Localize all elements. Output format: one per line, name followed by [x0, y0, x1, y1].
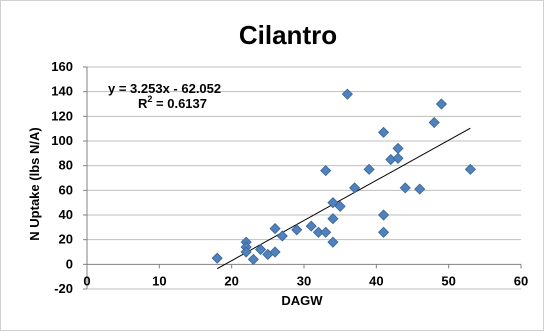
data-point: [363, 163, 375, 175]
x-tick-label: 0: [83, 273, 90, 288]
data-point: [428, 116, 440, 129]
y-tick-label: 60: [59, 182, 73, 197]
y-tick-label: 80: [59, 158, 73, 173]
r-squared-label: R2 = 0.6137: [138, 94, 207, 111]
r-squared-sup: 2: [147, 94, 152, 104]
data-point: [349, 182, 361, 194]
data-point: [392, 142, 404, 154]
data-point: [378, 209, 390, 221]
x-tick-label: 20: [224, 273, 238, 288]
x-tick-label: 60: [514, 273, 528, 288]
data-point: [334, 200, 346, 212]
x-tick-label: 30: [297, 273, 311, 288]
y-tick-label: 0: [66, 256, 73, 271]
y-tick-label: 40: [59, 207, 73, 222]
data-point: [320, 226, 332, 238]
y-tick-label: 120: [51, 108, 73, 123]
y-tick-label: 100: [51, 133, 73, 148]
data-point: [291, 224, 303, 236]
data-point: [399, 182, 411, 194]
tick-labels: -20 0 20 40 60 80 100 120 140 160 0 10 20 30 40 50 60: [51, 59, 528, 296]
data-point: [269, 246, 281, 258]
data-point: [276, 230, 288, 242]
axes: [83, 66, 522, 290]
data-point: [327, 213, 339, 225]
r-squared-value: = 0.6137: [152, 96, 207, 111]
data-point: [392, 152, 404, 164]
data-point: [341, 88, 353, 100]
data-point: [327, 197, 339, 209]
data-points: [211, 88, 476, 265]
x-axis-label: DAGW: [281, 293, 323, 308]
y-tick-label: 160: [51, 59, 73, 74]
trendline: [216, 127, 471, 270]
y-tick-label: 20: [59, 232, 73, 247]
x-tick-label: 50: [441, 273, 455, 288]
data-point: [240, 246, 252, 258]
data-point: [305, 220, 317, 232]
data-point: [327, 236, 339, 248]
data-point: [378, 126, 390, 138]
data-point: [255, 243, 267, 256]
data-point: [435, 98, 447, 110]
data-point: [378, 226, 390, 238]
trendline-equation: y = 3.253x - 62.052: [108, 81, 221, 96]
data-point: [269, 223, 281, 235]
chart-title: Cilantro: [239, 20, 337, 50]
y-tick-label: 140: [51, 84, 73, 99]
data-point: [414, 183, 426, 195]
x-tick-label: 10: [152, 273, 166, 288]
y-tick-label: -20: [54, 281, 73, 296]
data-point: [211, 252, 223, 264]
data-point: [464, 163, 476, 175]
x-tick-label: 40: [369, 273, 383, 288]
data-point: [247, 253, 259, 265]
data-point: [320, 165, 332, 177]
data-point: [312, 226, 325, 238]
r-squared-r: R: [138, 96, 148, 111]
y-axis-label: N Uptake (lbs N/A): [27, 127, 42, 240]
